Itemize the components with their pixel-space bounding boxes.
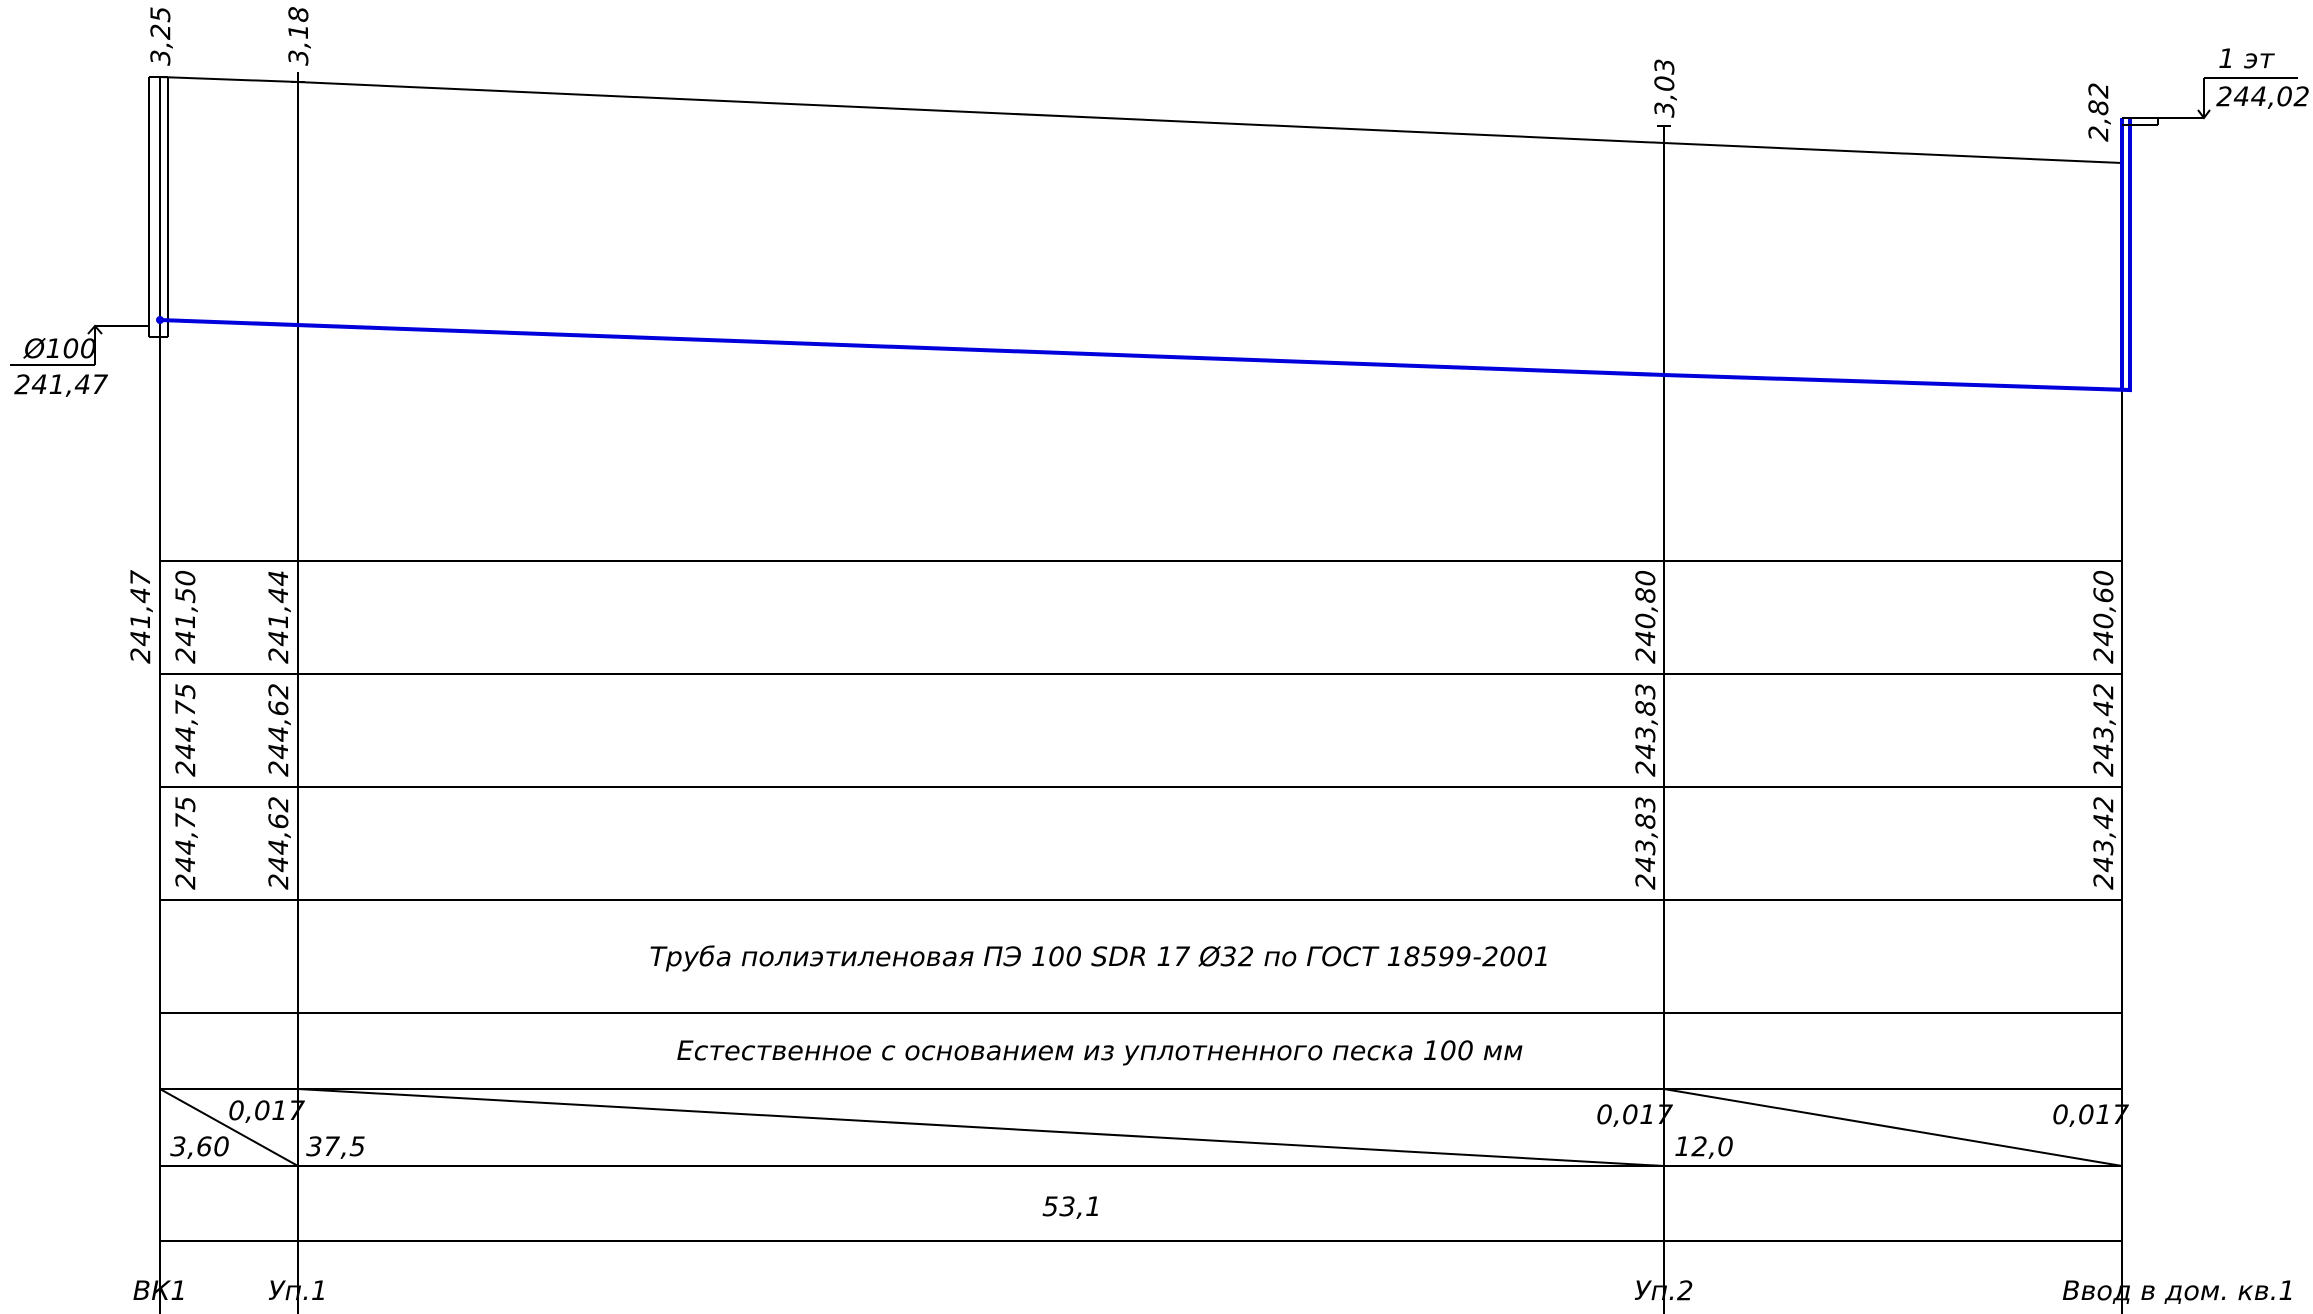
- well-elevation-marker: [10, 324, 149, 366]
- pipe-elevation-entry: 240,60: [2089, 570, 2120, 664]
- pipeline: [159, 118, 2132, 393]
- depth-label-vk1: 3,25: [146, 6, 177, 66]
- floor-label: 1 эт: [2218, 44, 2276, 75]
- slope-diagonals: [159, 1088, 2123, 1167]
- well-bottom-elevation: 241,47: [126, 570, 157, 664]
- length-value-2: 37,5: [306, 1132, 366, 1163]
- floor-elevation: 244,02: [2216, 82, 2310, 113]
- ground-surface-line: [159, 76, 2123, 164]
- well-elevation: 241,47: [14, 370, 108, 401]
- slope-value-3: 0,017: [2052, 1100, 2129, 1131]
- well-diameter: Ø100: [23, 334, 97, 365]
- depth-label-up1: 3,18: [284, 6, 315, 66]
- well-connection-point: [156, 316, 164, 324]
- well-vk1-shaft: [148, 76, 169, 338]
- depth-label-up2: 3,03: [1650, 58, 1681, 118]
- slope-value-2: 0,017: [1596, 1100, 1673, 1131]
- natural-ground-entry: 243,42: [2089, 796, 2120, 890]
- total-length: 53,1: [1042, 1192, 1102, 1223]
- design-ground-vk1: 244,75: [171, 683, 202, 777]
- depth-label-entry: 2,82: [2084, 82, 2115, 142]
- natural-ground-up1: 244,62: [264, 796, 295, 890]
- profile-table: [160, 560, 2122, 1242]
- length-value-1: 3,60: [170, 1132, 230, 1163]
- foundation-type: Естественное с основанием из уплотненног…: [677, 1036, 1524, 1067]
- station-label-up1: Уп.1: [268, 1276, 328, 1307]
- natural-ground-up2: 243,83: [1631, 796, 1662, 890]
- design-ground-up2: 243,83: [1631, 683, 1662, 777]
- pipe-elevation-up1: 241,44: [264, 570, 295, 664]
- station-label-vk1: ВК1: [133, 1276, 188, 1307]
- length-value-3: 12,0: [1674, 1132, 1734, 1163]
- design-ground-up1: 244,62: [264, 683, 295, 777]
- station-label-entry: Ввод в дом. кв.1: [2062, 1276, 2295, 1307]
- design-ground-entry: 243,42: [2089, 683, 2120, 777]
- pipe-elevation-vk1: 241,50: [171, 570, 202, 664]
- pipe-elevation-up2: 240,80: [1631, 570, 1662, 664]
- station-label-up2: Уп.2: [1634, 1276, 1694, 1307]
- floor-elevation-marker: [2122, 77, 2298, 126]
- slope-value-1: 0,017: [228, 1096, 305, 1127]
- natural-ground-vk1: 244,75: [171, 796, 202, 890]
- pipe-material: Труба полиэтиленовая ПЭ 100 SDR 17 Ø32 п…: [649, 942, 1550, 973]
